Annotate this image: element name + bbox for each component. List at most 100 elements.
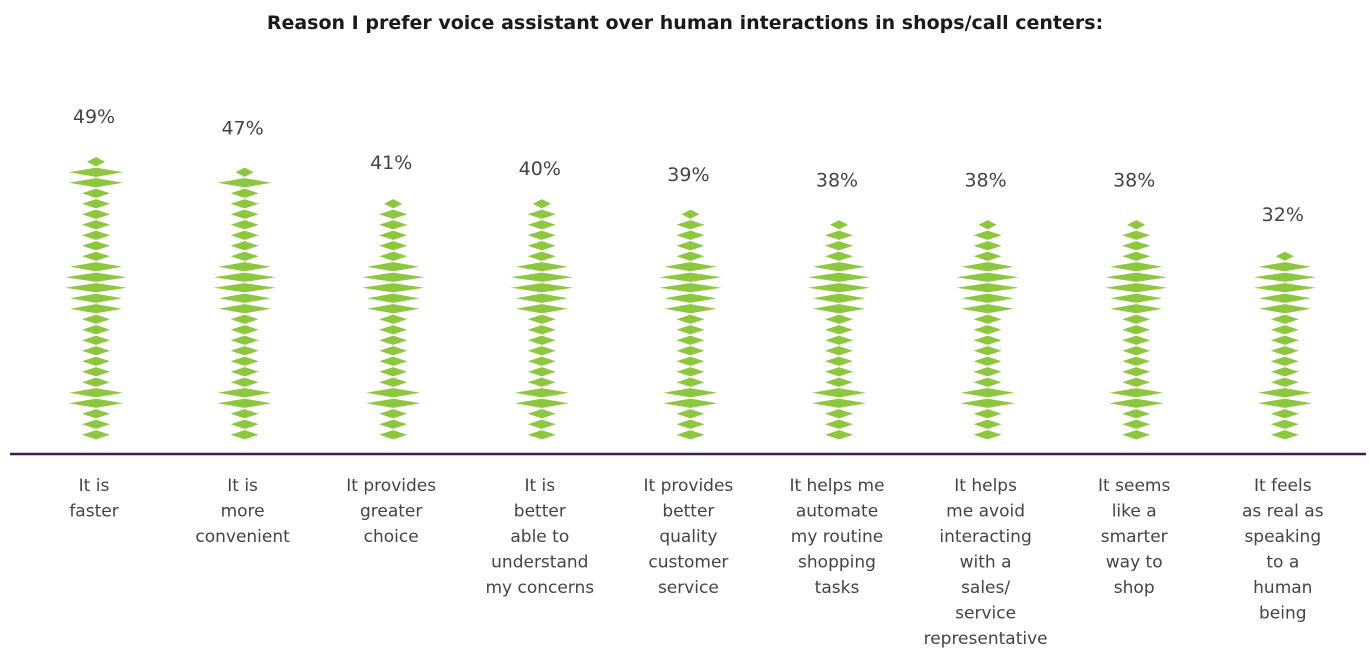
category-label-5-line-5: service [658,578,719,598]
bar-1-segment-25 [69,178,123,188]
bar-7-segment-13 [961,304,1014,314]
bar-7-segment-19 [973,241,1002,251]
bar-9-segment-15 [1253,283,1316,293]
bar-5-segment-15 [659,283,722,293]
category-label-3-line-3: choice [364,527,419,547]
bar-3-segment-6 [379,377,408,387]
bar-5-segment-20 [676,230,705,240]
bar-5-segment-9 [676,346,705,356]
category-label-7-line-4: with a [960,553,1012,573]
category-label-9: It feels as real as speaking to a human being [1242,476,1324,624]
category-label-2-line-2: more [221,502,265,522]
category-label-1-line-1: It is [79,476,110,496]
bar-4-segment-21 [527,220,556,230]
bar-9-segment-10 [1270,335,1299,345]
bar-9-segment-13 [1258,304,1311,314]
category-label-9-line-1: It feels [1254,476,1312,496]
bar-6-segment-1 [825,430,853,440]
category-label-5-line-2: better [662,502,714,522]
bar-3-segment-8 [379,356,408,366]
bar-7-segment-9 [973,346,1002,356]
bar-7-segment-10 [973,335,1002,345]
bar-3-segment-16 [362,272,425,282]
bar-7-segment-1 [973,430,1002,440]
category-label-8-line-4: way to [1106,553,1163,573]
bar-6-segment-16 [808,272,870,282]
bar-1-segment-4 [69,398,123,408]
value-label-2: 47% [221,118,263,140]
bar-3-segment-1 [379,430,408,440]
bar-1-segment-24 [82,188,110,198]
bar-8-segment-8 [1122,356,1151,366]
bar-1-segment-5 [69,388,123,398]
bar-3-segment-3 [379,409,408,419]
bar-5-segment-12 [676,314,705,324]
bar-5-segment-14 [664,293,717,303]
bar-6-segment-14 [813,293,865,303]
bar-7-segment-20 [973,230,1002,240]
bar-4-segment-11 [527,325,556,335]
bar-6-segment-20 [825,230,853,240]
bar-2-segment-24 [230,188,259,198]
bar-5-segment-13 [664,304,717,314]
category-label-7: It helps me avoid interacting with a sales/s… [924,476,1048,649]
bar-2-segment-5 [217,388,272,398]
bar-3-segment-5 [366,388,421,398]
bar-3-segment-4 [366,398,421,408]
bar-2-segment-2 [230,419,259,429]
bar-6-segment-9 [825,346,853,356]
value-label-3: 41% [370,152,412,174]
bar-1 [65,157,127,440]
category-label-8: It seems like a smarter way to shop [1098,476,1170,598]
value-label-9: 32% [1262,204,1304,226]
bar-7-segment-18 [973,251,1002,261]
bar-8-segment-20 [1122,230,1151,240]
bar-2-segment-25 [217,178,272,188]
category-label-4-line-4: understand [491,553,588,573]
category-label-7-line-5: sales/ [961,578,1010,598]
bar-6-segment-4 [812,398,866,408]
value-label-8: 38% [1113,170,1155,192]
bar-1-segment-10 [82,335,110,345]
bar-4-segment-12 [527,314,556,324]
category-label-8-line-5: shop [1114,578,1155,598]
bar-8-segment-1 [1122,430,1151,440]
bar-4-segment-3 [527,409,556,419]
bar-7-segment-7 [973,367,1002,377]
bar-7-segment-2 [973,419,1002,429]
bar-7-segment-15 [956,283,1019,293]
bar-1-segment-9 [82,346,110,356]
bar-2-segment-1 [230,430,259,440]
bar-2-segment-20 [230,230,259,240]
bar-2 [213,167,276,440]
bar-2-segment-21 [230,220,259,230]
category-label-8-line-2: like a [1112,502,1157,522]
bar-5-segment-2 [676,419,705,429]
bar-6-segment-18 [825,251,853,261]
bar-6-segment-13 [813,304,865,314]
bar-3-segment-15 [362,283,425,293]
bar-6-segment-7 [825,367,853,377]
bar-7-segment-3 [973,409,1002,419]
bar-4-segment-10 [527,335,556,345]
bar-5-segment-21 [676,220,705,230]
bar-3-segment-2 [379,419,408,429]
bar-2-segment-11 [230,325,259,335]
bar-1-segment-17 [70,262,122,272]
category-label-5-line-4: customer [648,553,728,573]
bar-7 [956,220,1019,440]
bar-8-segment-9 [1122,346,1151,356]
bar-4-segment-4 [514,398,569,408]
category-label-3-line-1: It provides [346,476,436,496]
bar-2-segment-22 [230,209,259,219]
bar-4-segment-13 [515,304,568,314]
bar-5-segment-17 [664,262,717,272]
bar-6-segment-21 [830,220,848,230]
category-label-7-line-2: me avoid [946,502,1025,522]
bar-8-segment-15 [1105,283,1168,293]
bar-1-segment-20 [82,230,110,240]
category-label-1: It is faster [69,476,118,522]
bar-9-segment-3 [1270,409,1299,419]
bar-7-segment-8 [973,356,1002,366]
bar-7-segment-16 [956,272,1019,282]
